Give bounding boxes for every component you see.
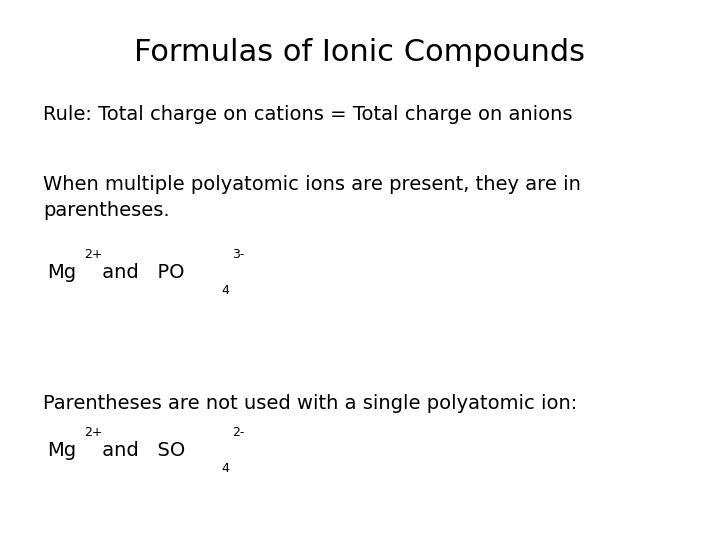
Text: 3-: 3- [233,247,245,261]
Text: Mg: Mg [47,441,76,460]
Text: When multiple polyatomic ions are present, they are in
parentheses.: When multiple polyatomic ions are presen… [43,176,581,219]
Text: 4: 4 [222,462,230,476]
Text: 2+: 2+ [84,426,103,439]
Text: and   PO: and PO [96,263,184,282]
Text: and   SO: and SO [96,441,185,460]
Text: 4: 4 [222,284,230,298]
Text: Formulas of Ionic Compounds: Formulas of Ionic Compounds [135,38,585,67]
Text: Mg: Mg [47,263,76,282]
Text: 2+: 2+ [84,247,103,261]
Text: Parentheses are not used with a single polyatomic ion:: Parentheses are not used with a single p… [43,394,577,413]
Text: Rule: Total charge on cations = Total charge on anions: Rule: Total charge on cations = Total ch… [43,105,572,124]
Text: 2-: 2- [233,426,245,439]
